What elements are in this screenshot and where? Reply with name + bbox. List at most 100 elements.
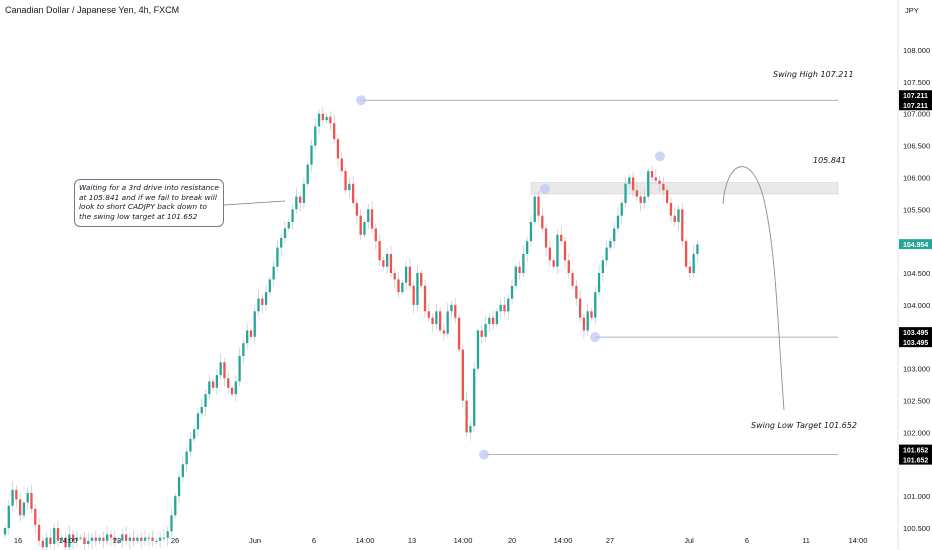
candle <box>64 531 67 550</box>
candle <box>499 299 502 319</box>
candle <box>185 447 188 473</box>
candle <box>340 151 343 177</box>
candle <box>102 531 105 548</box>
candle <box>302 176 306 209</box>
resistance-zone[interactable] <box>530 182 839 195</box>
y-tick-label: 106.500 <box>903 142 930 151</box>
candle <box>37 517 41 547</box>
candle <box>132 530 135 547</box>
candle <box>238 347 241 386</box>
candle <box>582 313 586 339</box>
candle <box>121 528 124 548</box>
candle <box>30 484 33 514</box>
analysis-callout[interactable]: Waiting for a 3rd drive into resistance … <box>74 179 224 227</box>
candle <box>457 314 461 353</box>
candle <box>219 354 222 380</box>
candle <box>431 313 434 333</box>
candle <box>631 171 635 198</box>
candle <box>514 263 517 289</box>
candle <box>174 493 177 519</box>
candle <box>155 537 158 544</box>
candle <box>491 310 495 330</box>
candle <box>401 279 404 296</box>
candle <box>98 534 101 544</box>
candle <box>393 268 396 288</box>
candle <box>590 308 593 321</box>
candle <box>427 303 430 323</box>
swing-marker[interactable] <box>590 332 600 343</box>
candle <box>541 207 544 233</box>
x-tick-label: 16 <box>14 536 22 545</box>
x-tick-label: 6 <box>745 536 749 545</box>
candle <box>594 286 597 325</box>
candle <box>22 499 26 519</box>
candle <box>253 305 256 344</box>
candle <box>71 529 75 550</box>
candle <box>351 175 355 208</box>
candle <box>151 530 154 547</box>
candle <box>476 327 480 372</box>
candle <box>575 280 578 306</box>
candle <box>469 421 472 441</box>
candle <box>662 176 665 196</box>
candle <box>681 202 684 247</box>
candle <box>246 323 249 349</box>
candle <box>329 111 332 131</box>
candle <box>170 508 173 537</box>
candle <box>556 229 559 274</box>
candle <box>140 531 143 548</box>
y-tick-label: 101.000 <box>903 492 930 501</box>
candle <box>438 308 442 334</box>
candle <box>136 534 139 544</box>
candle <box>454 297 457 324</box>
candle <box>363 218 366 238</box>
candle <box>518 260 521 281</box>
candle <box>416 266 419 311</box>
swing-marker[interactable] <box>479 449 489 460</box>
x-tick-label: 14:00 <box>356 536 375 545</box>
swing-high-badge-text: 107.211 <box>903 103 928 110</box>
candle <box>355 198 359 224</box>
swing-low-badge <box>899 444 932 465</box>
candle <box>7 500 10 536</box>
swing-marker[interactable] <box>655 151 665 162</box>
candle <box>306 161 309 187</box>
candle <box>49 529 52 549</box>
candle <box>552 257 555 270</box>
x-tick-label: 23 <box>113 536 121 545</box>
candle <box>442 324 446 341</box>
candle <box>412 281 415 314</box>
candle <box>537 190 540 223</box>
candle <box>522 245 525 278</box>
candle <box>34 504 37 534</box>
candle <box>193 426 196 442</box>
candle <box>386 248 389 274</box>
candle <box>264 285 268 311</box>
swing-marker[interactable] <box>540 183 550 194</box>
candle <box>344 167 347 194</box>
candle <box>510 278 514 305</box>
y-tick-label: 107.500 <box>903 78 930 87</box>
candle <box>45 531 48 550</box>
candle <box>382 257 385 270</box>
swing-low-label: Swing Low Target 101.652 <box>751 421 857 430</box>
candle <box>374 223 377 250</box>
candle <box>162 529 166 543</box>
projection-curve[interactable] <box>722 166 785 411</box>
candle <box>488 313 491 333</box>
candle <box>90 533 94 550</box>
candle <box>26 487 29 510</box>
x-tick-label: 20 <box>508 536 516 545</box>
swing-high-badge-text: 107.211 <box>903 93 928 100</box>
candle <box>620 198 623 224</box>
callout-pointer <box>223 200 286 206</box>
candle <box>639 192 642 212</box>
candle <box>295 188 298 214</box>
candle <box>635 181 639 202</box>
candle <box>389 245 393 278</box>
current-price-badge <box>899 239 932 250</box>
y-tick-label: 100.500 <box>903 524 930 533</box>
swing-marker[interactable] <box>356 95 366 106</box>
candle <box>601 255 604 282</box>
